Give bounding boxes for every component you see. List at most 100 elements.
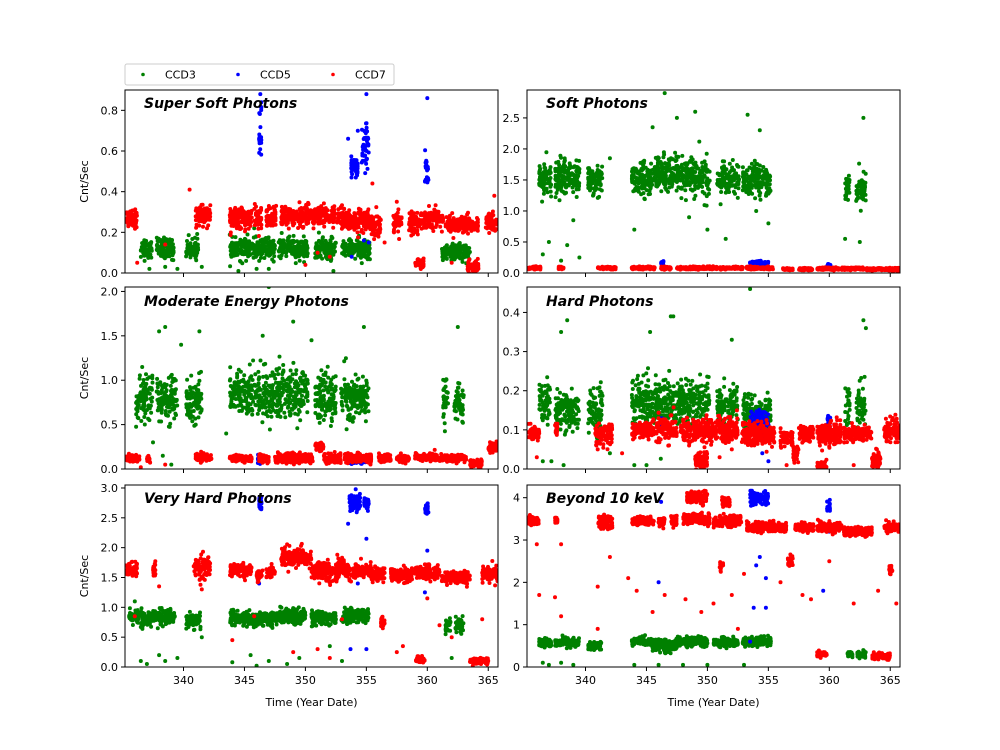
data-point — [366, 256, 371, 261]
data-point — [146, 248, 151, 253]
data-point — [645, 180, 650, 185]
data-point — [844, 188, 849, 193]
y-tick-label: 0.8 — [101, 104, 119, 117]
data-point — [687, 215, 692, 220]
data-point — [667, 158, 672, 163]
data-point — [371, 221, 376, 225]
series-ccd3 — [138, 220, 472, 273]
data-point — [858, 188, 863, 193]
data-point — [354, 243, 359, 248]
data-point — [317, 221, 322, 226]
data-point — [293, 261, 298, 266]
data-point — [423, 210, 427, 215]
data-point — [447, 213, 452, 218]
data-point — [687, 182, 692, 187]
data-point — [669, 184, 674, 189]
data-point — [559, 188, 564, 193]
data-point — [270, 220, 275, 225]
data-point — [544, 173, 549, 178]
data-point — [857, 240, 862, 244]
plot-area — [125, 90, 498, 273]
data-point — [330, 236, 335, 240]
data-point — [423, 148, 428, 153]
data-point — [166, 246, 171, 251]
data-point — [464, 249, 469, 254]
data-point — [126, 220, 131, 225]
data-point — [190, 237, 195, 241]
data-point — [557, 167, 562, 172]
axes-frame — [124, 89, 499, 274]
data-point — [542, 162, 547, 167]
data-point — [228, 210, 233, 215]
data-point — [352, 249, 357, 254]
data-point — [243, 223, 248, 228]
data-point — [723, 236, 728, 241]
data-point — [679, 178, 683, 183]
data-point — [355, 218, 360, 223]
data-point — [749, 166, 754, 171]
data-point — [586, 177, 591, 182]
data-point — [163, 264, 168, 269]
data-point — [416, 217, 421, 222]
data-point — [155, 238, 160, 243]
data-point — [142, 238, 147, 243]
data-point — [857, 179, 862, 184]
data-point — [490, 227, 495, 232]
data-point — [659, 163, 664, 168]
data-point — [426, 176, 430, 181]
data-point — [680, 153, 685, 158]
data-point — [768, 174, 773, 179]
data-point — [863, 171, 868, 176]
data-point — [232, 245, 236, 249]
data-point — [259, 215, 264, 220]
data-point — [135, 260, 140, 265]
data-point — [758, 191, 763, 195]
data-point — [690, 188, 695, 193]
data-point — [464, 228, 468, 233]
y-tick-label: 0.2 — [101, 226, 119, 239]
data-point — [577, 167, 582, 171]
data-point — [254, 266, 259, 271]
data-point — [413, 260, 418, 265]
series-ccd5 — [257, 92, 431, 259]
data-point — [192, 249, 197, 254]
data-point — [494, 220, 498, 225]
data-point — [353, 212, 357, 217]
data-point — [858, 208, 863, 213]
data-point — [316, 238, 321, 243]
data-point — [296, 251, 301, 256]
data-point — [548, 165, 553, 170]
data-point — [322, 213, 326, 218]
data-point — [396, 207, 401, 212]
data-point — [426, 211, 431, 216]
data-point — [286, 240, 291, 245]
series-ccd7 — [527, 264, 900, 273]
data-point — [464, 254, 469, 259]
data-point — [359, 160, 364, 165]
data-point — [185, 239, 189, 243]
data-point — [632, 227, 637, 232]
data-point — [736, 164, 741, 169]
data-point — [658, 160, 663, 164]
data-point — [484, 219, 489, 223]
data-point — [162, 235, 166, 240]
data-point — [555, 182, 560, 187]
data-point — [735, 195, 740, 200]
data-point — [280, 210, 285, 214]
data-point — [244, 212, 249, 217]
data-point — [170, 238, 174, 242]
data-point — [339, 226, 344, 231]
data-point — [370, 181, 375, 186]
data-point — [451, 236, 456, 240]
data-point — [485, 214, 490, 219]
data-point — [651, 176, 656, 181]
data-point — [729, 175, 734, 180]
data-point — [752, 164, 757, 169]
data-point — [863, 198, 868, 203]
data-point — [297, 200, 302, 205]
data-point — [860, 180, 865, 184]
data-point — [749, 177, 754, 182]
data-point — [681, 265, 686, 270]
data-point — [361, 238, 366, 243]
